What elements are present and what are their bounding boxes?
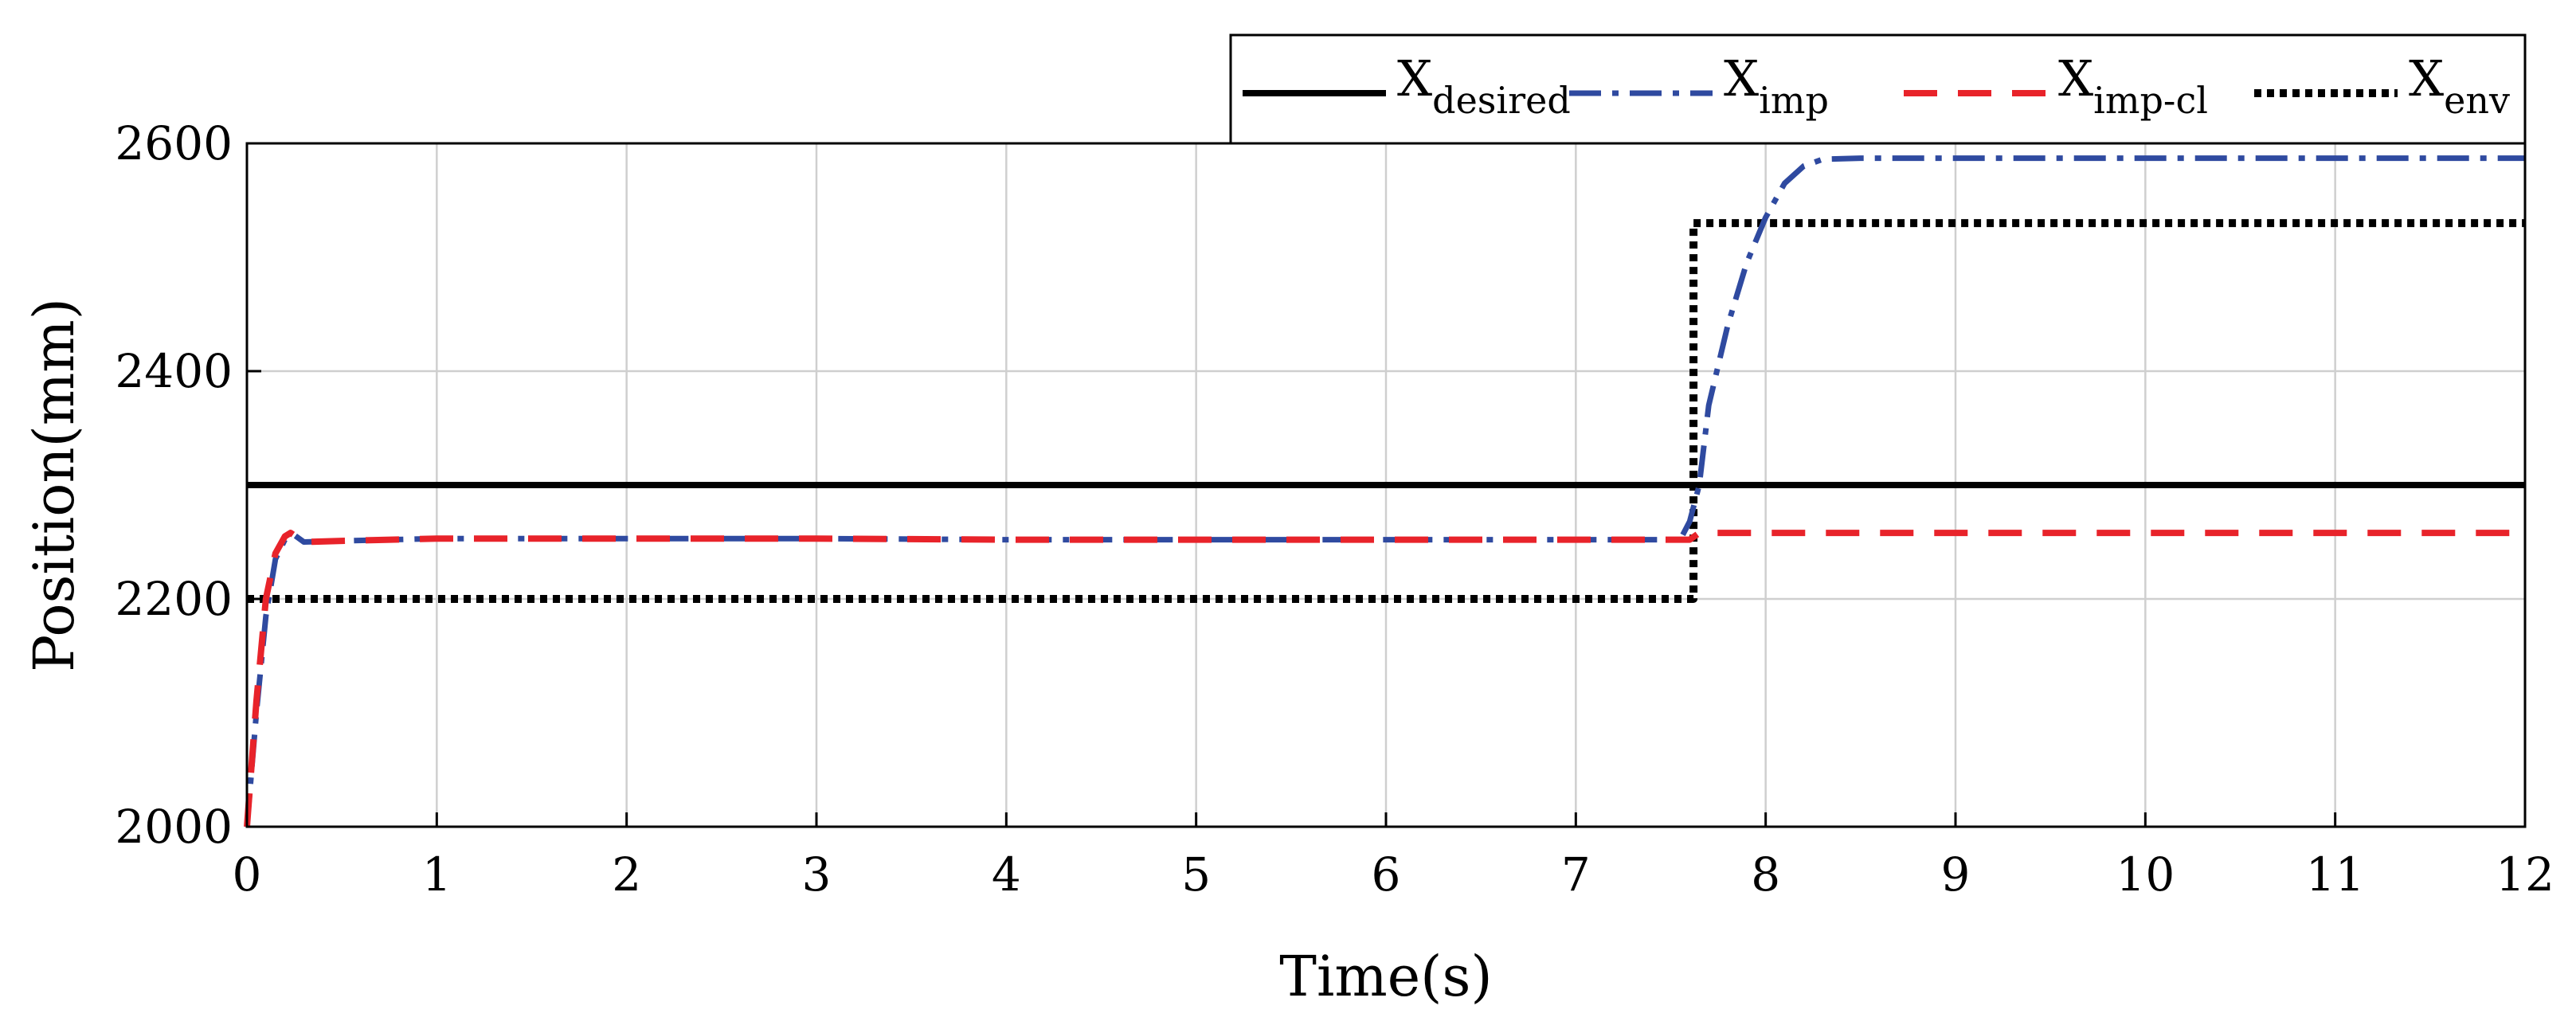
- x-tick-label: 10: [2116, 847, 2175, 902]
- legend-label-imp-cl: Ximp-cl: [2058, 49, 2208, 122]
- legend-label-imp: Ximp: [1724, 49, 1829, 122]
- x-tick-label: 4: [992, 847, 1021, 902]
- x-tick-label: 3: [802, 847, 832, 902]
- x-tick-label: 2: [612, 847, 641, 902]
- x-tick-label: 1: [422, 847, 452, 902]
- x-axis-title: Time(s): [1279, 944, 1492, 1009]
- y-tick-label: 2200: [115, 572, 233, 626]
- x-tick-label: 5: [1181, 847, 1211, 902]
- y-axis-title: Position(mm): [22, 298, 87, 672]
- y-tick-label: 2600: [115, 116, 233, 170]
- x-tick-label: 8: [1751, 847, 1780, 902]
- legend-label-desired: Xdesired: [1397, 49, 1571, 122]
- legend-label-env: Xenv: [2409, 49, 2510, 122]
- x-tick-label: 7: [1561, 847, 1591, 902]
- y-tick-label: 2400: [115, 344, 233, 398]
- y-tick-label: 2000: [115, 800, 233, 854]
- series-line-imp-cl: [244, 530, 2525, 828]
- x-tick-label: 9: [1941, 847, 1971, 902]
- x-tick-label: 11: [2306, 847, 2365, 902]
- series-layer: [244, 155, 2525, 828]
- series-line-env: [247, 219, 2525, 603]
- x-tick-label: 6: [1372, 847, 1401, 902]
- x-tick-label: 0: [233, 847, 262, 902]
- legend: Xdesired Ximp Ximp-cl Xenv: [1229, 33, 2527, 145]
- x-tick-label: 12: [2496, 847, 2554, 902]
